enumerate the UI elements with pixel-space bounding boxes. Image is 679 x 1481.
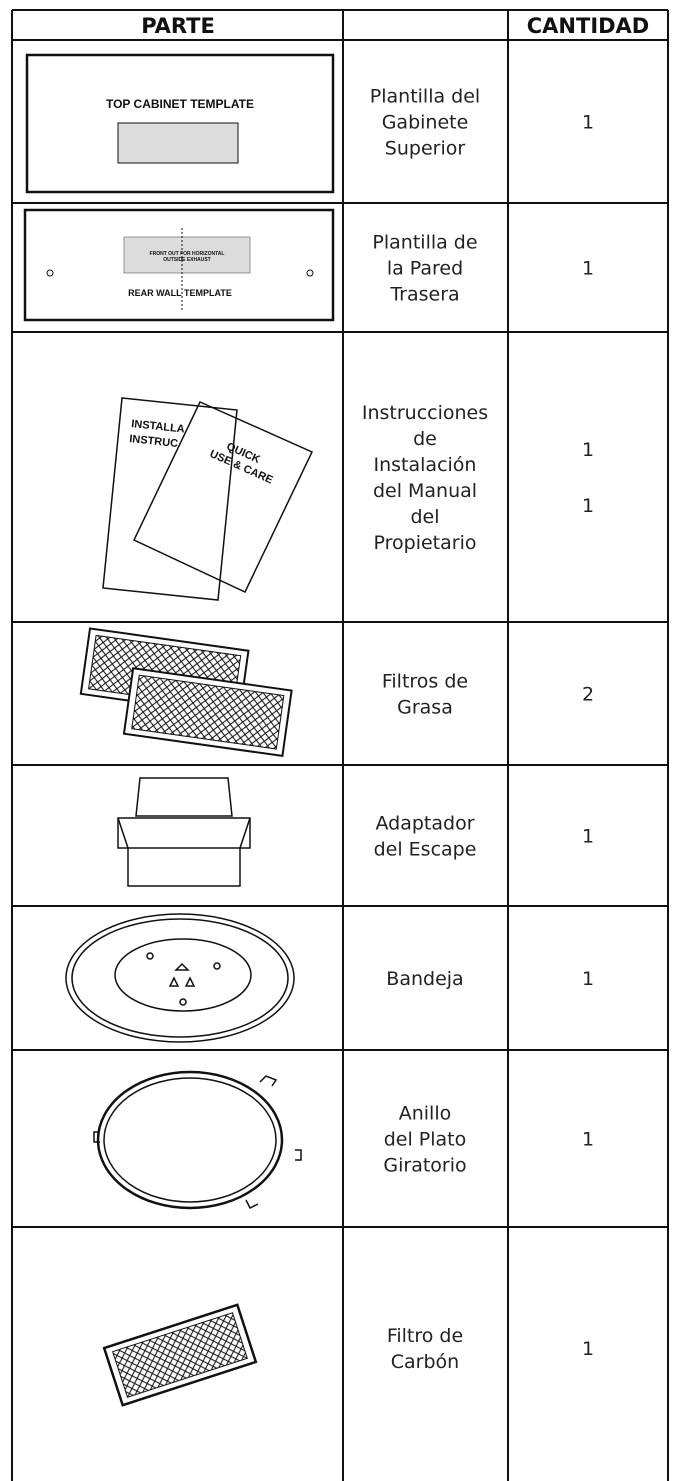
part-name: del	[410, 506, 439, 528]
part-name: Trasera	[389, 284, 459, 306]
charcoal-filter	[102, 1303, 258, 1407]
grease-filters	[79, 627, 293, 758]
illustration-label: REAR WALL TEMPLATE	[128, 288, 232, 298]
turntable-tray	[65, 913, 295, 1043]
quantity: 1	[582, 112, 594, 134]
part-name: Bandeja	[386, 968, 463, 990]
part-name: Adaptador	[375, 813, 474, 835]
quantity: 2	[582, 684, 594, 706]
top-cabinet-template: TOP CABINET TEMPLATE	[25, 53, 335, 194]
part-name: Plantilla de	[372, 232, 477, 254]
part-name: Instalación	[374, 454, 477, 476]
part-name: la Pared	[387, 258, 463, 280]
part-name: Propietario	[374, 532, 477, 554]
turntable-ring	[93, 1070, 302, 1210]
illustration-label: OUTSIDE EXHAUST	[163, 257, 211, 263]
part-name: de	[413, 428, 437, 450]
quantity: 1	[582, 1129, 594, 1151]
part-name: del Manual	[373, 480, 477, 502]
part-name: del Plato	[384, 1129, 467, 1151]
manuals: INSTALLA INSTRUC QUICK USE & CARE	[102, 397, 314, 601]
exhaust-adapter	[117, 777, 251, 887]
illustration-label: TOP CABINET TEMPLATE	[106, 97, 254, 111]
rear-wall-template: FRONT OUT FOR HORIZONTAL OUTSIDE EXHAUST…	[23, 208, 335, 322]
quantity: 1	[582, 826, 594, 848]
quantity: 1	[582, 258, 594, 280]
header-quantity: CANTIDAD	[527, 14, 650, 38]
part-name: Plantilla del	[370, 86, 480, 108]
part-name: Carbón	[391, 1351, 459, 1373]
quantity: 1	[582, 495, 594, 517]
part-name: Giratorio	[383, 1155, 466, 1177]
quantity: 1	[582, 439, 594, 461]
table-grid	[11, 9, 669, 1481]
illustration-label: INSTALLA	[131, 418, 186, 436]
part-name: Superior	[385, 138, 466, 160]
part-name: Grasa	[397, 697, 453, 719]
part-name: Gabinete	[382, 112, 469, 134]
part-name: del Escape	[374, 839, 477, 861]
quantity: 1	[582, 1338, 594, 1360]
quantity: 1	[582, 968, 594, 990]
part-name: Instrucciones	[362, 402, 488, 424]
part-name: Filtro de	[387, 1325, 463, 1347]
illustration-label: INSTRUC	[129, 433, 179, 450]
header-part: PARTE	[141, 14, 215, 38]
part-name: Filtros de	[382, 671, 468, 693]
part-name: Anillo	[399, 1103, 452, 1125]
illustration-label: FRONT OUT FOR HORIZONTAL	[150, 251, 225, 257]
